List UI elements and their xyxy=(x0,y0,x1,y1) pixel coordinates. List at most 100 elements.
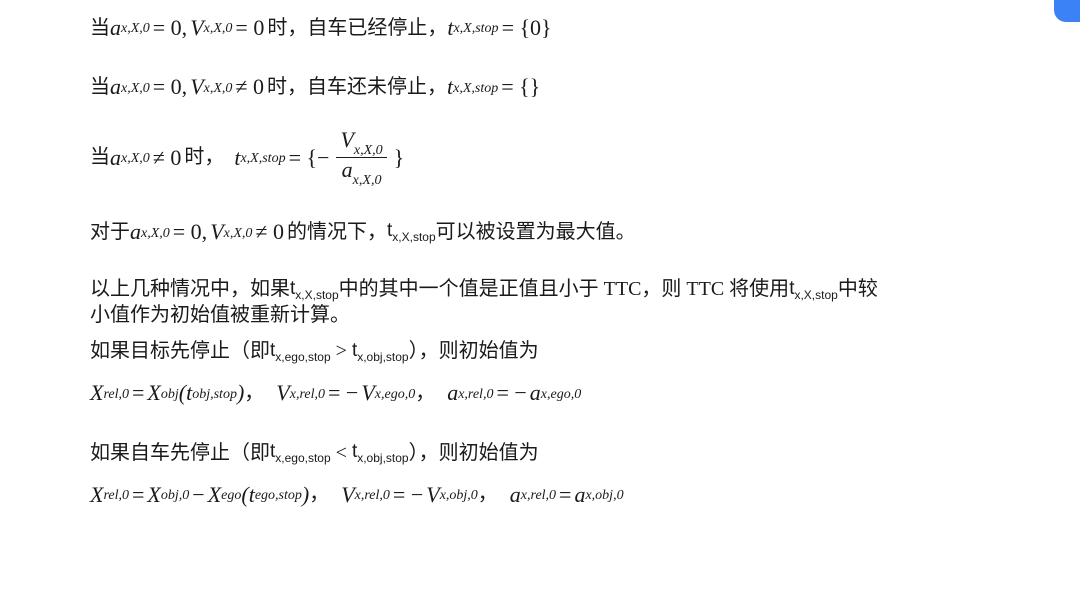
sub: x,ego,0 xyxy=(375,384,415,406)
text: 当 xyxy=(90,71,110,103)
document-body: 当 a x,X,0 = 0, V x,X,0 = 0 时，自车已经停止， t x… xyxy=(0,0,990,512)
t-term: tx,X,stop xyxy=(387,216,436,247)
var: V xyxy=(361,375,374,410)
neq: ≠ 0 xyxy=(153,140,182,175)
sub: rel,0 xyxy=(103,485,129,507)
eq-open: = {− xyxy=(289,140,330,175)
var: a xyxy=(510,477,521,512)
sub: x,X,0 xyxy=(204,18,233,40)
text: 时，自车还未停止， xyxy=(267,71,447,103)
neq: ≠ 0 xyxy=(235,69,264,104)
para-ego-first: 如果自车先停止（即 tx,ego,stop < tx,obj,stop ），则初… xyxy=(90,437,990,469)
num-sub: x,X,0 xyxy=(354,143,383,158)
sub: x,obj,0 xyxy=(585,485,623,507)
sub: x,rel,0 xyxy=(458,384,493,406)
sub: x,obj,0 xyxy=(440,485,478,507)
lp: ( xyxy=(241,477,248,512)
text: 中较 xyxy=(838,273,878,305)
close-brace: } xyxy=(394,140,405,175)
var: V xyxy=(426,477,439,512)
var-a: a xyxy=(110,140,121,175)
var-v: V xyxy=(210,214,223,249)
t-ego: tx,ego,stop xyxy=(270,336,331,367)
den-sub: x,X,0 xyxy=(353,173,382,188)
equation-a: Xrel,0 = Xobj ( tobj,stop ) ， Vx,rel,0 =… xyxy=(90,375,990,410)
text: 如果目标先停止（即 xyxy=(90,335,270,367)
sub: x,rel,0 xyxy=(290,384,325,406)
sub: x,X,0 xyxy=(121,78,150,100)
neq: ≠ 0 xyxy=(255,214,284,249)
sub: obj,stop xyxy=(192,384,237,406)
equation-b: Xrel,0 = Xobj,0 − Xego ( tego,stop ) ， V… xyxy=(90,477,990,512)
text: ），则初始值为 xyxy=(409,437,539,469)
eq: = − xyxy=(328,375,358,410)
sub: x,X,0 xyxy=(224,223,253,245)
text: 时，自车已经停止， xyxy=(267,12,447,44)
para-set-max: 对于 a x,X,0 = 0, V x,X,0 ≠ 0 的情况下， tx,X,s… xyxy=(90,214,990,249)
comma: ， xyxy=(309,478,329,510)
corner-badge xyxy=(1054,0,1080,22)
lp: ( xyxy=(179,375,186,410)
text: 如果自车先停止（即 xyxy=(90,437,270,469)
sub: x,X,stop xyxy=(453,78,498,100)
cmp: > xyxy=(331,335,352,367)
t-obj: tx,obj,stop xyxy=(352,437,409,468)
cmp: < xyxy=(331,437,352,469)
sub: x,rel,0 xyxy=(521,485,556,507)
var: a xyxy=(447,375,458,410)
minus: − xyxy=(192,477,204,512)
var: a xyxy=(530,375,541,410)
sub: ego,stop xyxy=(255,485,302,507)
case-line-2: 当 a x,X,0 = 0, V x,X,0 ≠ 0 时，自车还未停止， t x… xyxy=(90,69,990,104)
sub: obj,0 xyxy=(161,485,189,507)
text: 当 xyxy=(90,141,110,173)
eq: = 0 xyxy=(235,10,264,45)
sub: x,X,stop xyxy=(453,18,498,40)
text: 的情况下， xyxy=(287,216,387,248)
text: ），则初始值为 xyxy=(409,335,539,367)
case-line-1: 当 a x,X,0 = 0, V x,X,0 = 0 时，自车已经停止， t x… xyxy=(90,10,990,45)
var: V xyxy=(341,477,354,512)
sub: x,X,stop xyxy=(240,148,285,170)
var-v: V xyxy=(190,10,203,45)
var-a: a xyxy=(130,214,141,249)
sub: ego xyxy=(221,485,241,507)
sub: x,X,0 xyxy=(141,223,170,245)
var: X xyxy=(90,477,103,512)
rp: ) xyxy=(302,477,309,512)
den-var: a xyxy=(342,157,353,182)
var-v: V xyxy=(190,69,203,104)
comma: ， xyxy=(244,377,264,409)
var: X xyxy=(90,375,103,410)
var: X xyxy=(147,477,160,512)
var: X xyxy=(147,375,160,410)
var: a xyxy=(574,477,585,512)
t-obj: tx,obj,stop xyxy=(352,336,409,367)
sub: x,rel,0 xyxy=(355,485,390,507)
sub: x,X,0 xyxy=(121,148,150,170)
eq: = 0, xyxy=(173,214,207,249)
sub: x,X,0 xyxy=(204,78,233,100)
fraction: Vx,X,0 ax,X,0 xyxy=(336,128,386,186)
t-term: tx,X,stop xyxy=(789,274,838,305)
case-line-3: 当 a x,X,0 ≠ 0 时， t x,X,stop = {− Vx,X,0 … xyxy=(90,128,990,186)
text: 时， xyxy=(184,141,224,173)
eq: = {0} xyxy=(502,10,552,45)
text: 小值作为初始值被重新计算。 xyxy=(90,299,350,331)
eq: = − xyxy=(393,477,423,512)
eq: = − xyxy=(496,375,526,410)
var-a: a xyxy=(110,10,121,45)
t-ego: tx,ego,stop xyxy=(270,437,331,468)
sub: x,X,0 xyxy=(121,18,150,40)
var: X xyxy=(208,477,221,512)
eq: = {} xyxy=(501,69,540,104)
eq: = xyxy=(132,477,144,512)
para-obj-first: 如果目标先停止（即 tx,ego,stop > tx,obj,stop ），则初… xyxy=(90,335,990,367)
num-var: V xyxy=(340,127,353,152)
eq: = 0, xyxy=(153,69,187,104)
var-a: a xyxy=(110,69,121,104)
text: 中的其中一个值是正值且小于 TTC，则 TTC 将使用 xyxy=(339,273,790,305)
eq: = xyxy=(132,375,144,410)
sub: rel,0 xyxy=(103,384,129,406)
rp: ) xyxy=(237,375,244,410)
